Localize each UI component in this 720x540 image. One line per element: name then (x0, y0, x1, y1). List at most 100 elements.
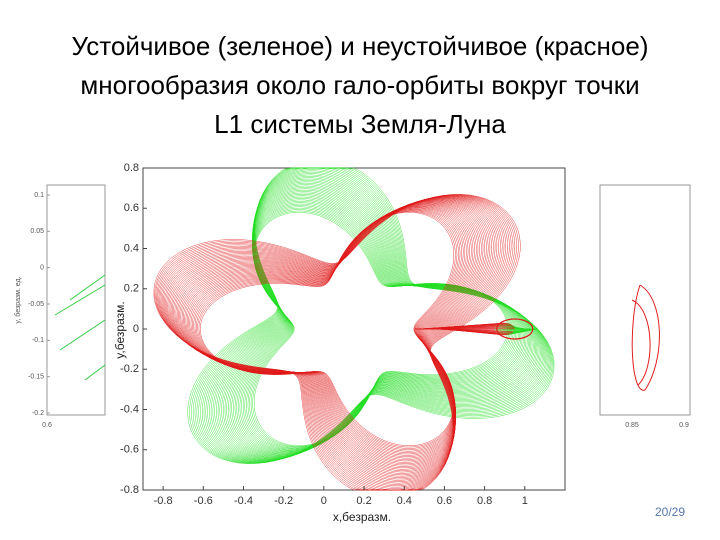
manifold-curve (176, 201, 496, 471)
y-axis-label: y,безразм. (113, 301, 127, 358)
x-tick-label: -0.6 (194, 495, 213, 507)
manifold-curve (173, 200, 495, 476)
manifold-curve (169, 198, 496, 480)
manifold-curve (210, 175, 541, 460)
y-tick-label: 0 (133, 323, 139, 335)
manifold-curves (153, 167, 555, 491)
manifold-curve (170, 199, 496, 478)
manifold-curve (201, 169, 547, 462)
x-tick-label: 0.6 (437, 495, 452, 507)
x-tick-label: 0.4 (397, 495, 412, 507)
y-tick-label: 0.2 (124, 283, 139, 295)
manifold-curve (205, 171, 544, 462)
manifold-curve (242, 202, 518, 451)
left-y-tick-label: -0.15 (28, 374, 44, 381)
manifold-curve (185, 205, 504, 462)
manifold-curve (186, 205, 506, 460)
manifold-curve (187, 167, 555, 464)
manifold-curve (200, 212, 515, 446)
manifold-curve (228, 189, 529, 456)
manifold-curve (175, 201, 496, 473)
manifold-curve (184, 204, 503, 463)
manifold-curve (229, 191, 528, 455)
manifold-curve (189, 206, 509, 457)
x-tick-label: 0.2 (356, 495, 371, 507)
manifold-curve (193, 208, 513, 453)
manifold-curve (241, 201, 519, 452)
halo-orbit (496, 318, 534, 340)
page-number: 20/29 (655, 505, 685, 519)
manifold-curve (253, 212, 515, 446)
left-y-tick-label: -0.05 (28, 301, 44, 308)
y-tick-label: -0.8 (120, 484, 139, 496)
manifold-curve (192, 208, 512, 455)
manifold-curve (212, 177, 540, 460)
x-tick-label: -0.8 (154, 495, 173, 507)
manifold-curve (231, 192, 527, 455)
title-line: многообразия около гало-орбиты вокруг то… (80, 70, 639, 100)
manifold-curve (244, 203, 516, 450)
manifold-curve (219, 182, 535, 458)
left-y-tick-label: 0 (40, 265, 44, 272)
manifold-curve (198, 211, 515, 448)
right-x-tick-label: 0.9 (679, 422, 689, 429)
title-line: Устойчивое (зеленое) и неустойчивое (кра… (72, 31, 649, 61)
manifold-curve (198, 167, 549, 463)
manifold-curve (249, 207, 514, 448)
manifold-curve (179, 202, 498, 469)
manifold-curve (233, 193, 525, 454)
manifold-curve (222, 185, 533, 457)
x-tick-label: 0.8 (477, 495, 492, 507)
manifold-curve (194, 209, 514, 452)
left-y-tick-label: -0.1 (32, 337, 44, 344)
manifold-curve (207, 173, 543, 461)
manifold-curve (214, 178, 539, 460)
left-y-tick-label: -0.2 (32, 410, 44, 417)
left-plot-curves (54, 274, 106, 381)
manifold-curve (180, 203, 499, 467)
left-plot-frame (46, 184, 106, 416)
left-x-tick-label: 0.6 (42, 422, 52, 429)
manifold-curve (237, 198, 522, 453)
manifold-curve (196, 210, 514, 451)
manifold-curve (188, 206, 507, 459)
manifold-curve (192, 167, 552, 464)
manifold-curve (153, 194, 521, 491)
right-plot-curves (631, 284, 660, 391)
y-tick-label: -0.2 (120, 363, 139, 375)
manifold-curve (196, 167, 550, 463)
y-tick-label: 0.6 (124, 202, 139, 214)
manifold-curve (174, 200, 495, 474)
right-plot-frame (599, 184, 691, 416)
manifold-curve (247, 206, 514, 449)
manifold-curve (217, 181, 536, 459)
title-line: L1 системы Земля-Луна (214, 109, 506, 139)
manifold-curve (189, 167, 554, 464)
manifold-curve (167, 198, 498, 483)
x-tick-label: -0.2 (274, 495, 293, 507)
manifold-curve (166, 197, 499, 484)
manifold-curve (168, 198, 497, 481)
manifold-curve (236, 196, 523, 453)
manifold-curve (221, 184, 534, 458)
manifold-curve (226, 188, 530, 457)
y-tick-label: -0.6 (120, 444, 139, 456)
manifold-curve (181, 203, 500, 466)
right-x-tick-label: 0.85 (625, 422, 639, 429)
manifold-curve (252, 210, 515, 447)
x-tick-label: 1 (522, 495, 528, 507)
x-tick-label: 0 (321, 495, 327, 507)
y-tick-label: 0.4 (124, 242, 139, 254)
left-y-tick-label: 0.05 (30, 228, 44, 235)
y-tick-label: 0.8 (124, 162, 139, 174)
left-y-tick-label: 0.1 (34, 192, 44, 199)
manifold-curve (209, 174, 542, 461)
manifold-curve (200, 167, 548, 463)
manifold-curve (246, 205, 515, 450)
manifold-curve (191, 167, 553, 464)
manifold-curve (234, 195, 524, 454)
left-plot-ylabel: y, безразм. ед. (14, 276, 22, 323)
manifold-curve (216, 180, 538, 459)
manifold-curve (183, 204, 502, 465)
manifold-curve (203, 170, 546, 462)
